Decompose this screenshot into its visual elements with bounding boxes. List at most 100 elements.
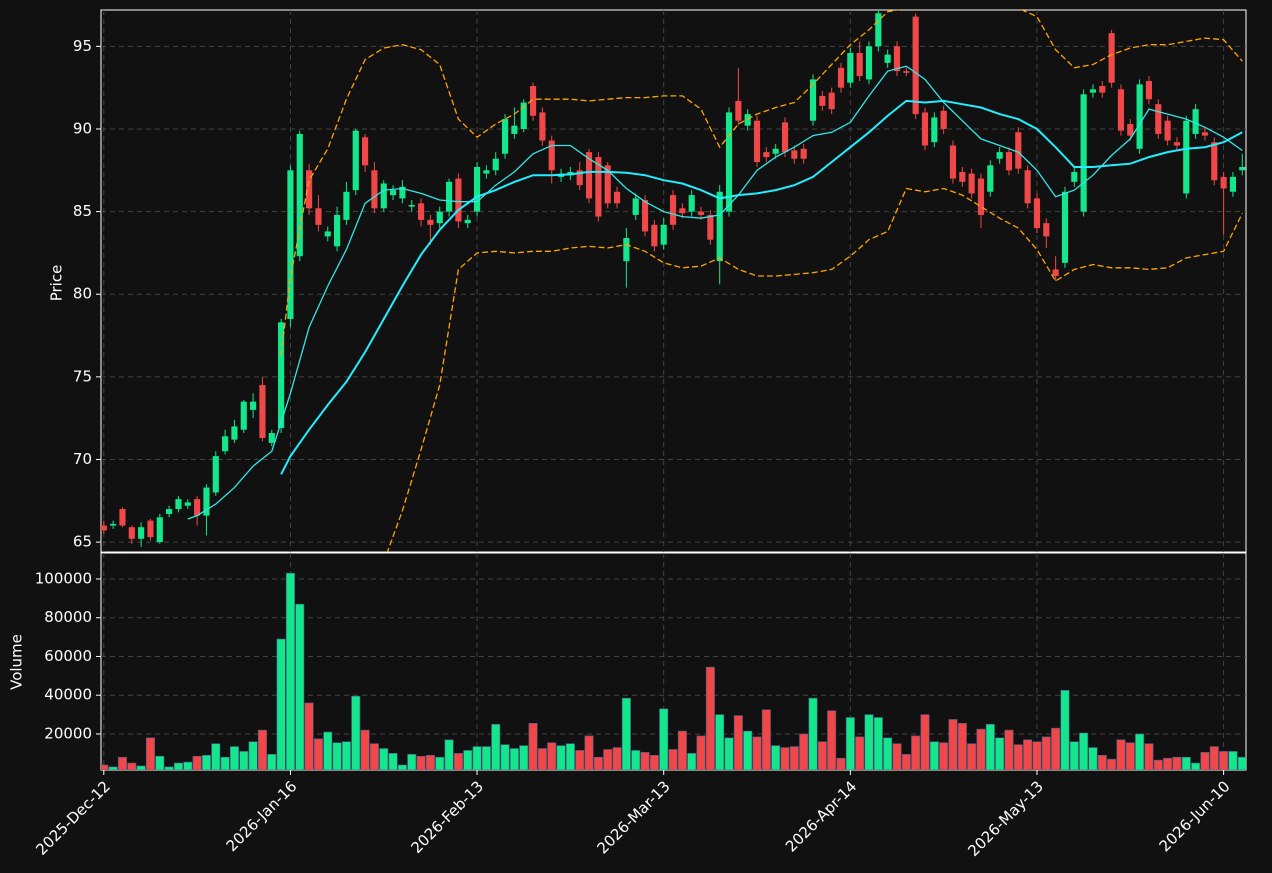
candle-body — [791, 150, 798, 159]
volume-bar — [1097, 754, 1107, 770]
candle-body — [1099, 86, 1106, 93]
volume-bar — [659, 708, 669, 770]
candle-body — [763, 152, 770, 158]
volume-bar — [827, 710, 837, 770]
candle-body — [623, 238, 630, 262]
candle-body — [1229, 176, 1237, 192]
candle-body — [156, 517, 163, 543]
volume-bar — [101, 764, 109, 770]
volume-bar — [705, 666, 715, 770]
candle-body — [390, 190, 397, 196]
candle-body — [1080, 94, 1087, 212]
volume-bar — [1088, 747, 1098, 770]
volume-bar — [556, 745, 566, 770]
candle-body — [399, 186, 406, 199]
volume-bar — [929, 741, 939, 770]
volume-bar — [1125, 742, 1135, 770]
volume-bar — [939, 742, 949, 770]
candle-body — [1043, 223, 1050, 237]
volume-bar — [248, 741, 258, 770]
candle-body — [1117, 89, 1125, 131]
volume-bar — [313, 738, 323, 770]
volume-bar — [883, 737, 893, 770]
volume-bar — [1069, 741, 1079, 770]
volume-bar — [1163, 757, 1173, 770]
candle-body — [250, 401, 257, 410]
candle-body — [175, 499, 182, 510]
volume-bar — [724, 737, 734, 770]
volume-bar — [463, 750, 473, 770]
candle-body — [231, 426, 238, 440]
volume-bar — [528, 723, 538, 770]
candle-body — [613, 191, 621, 204]
candle-body — [1173, 142, 1181, 146]
volume-bar — [1051, 727, 1061, 770]
candle-body — [184, 502, 191, 506]
candle-body — [716, 191, 723, 262]
volume-bar — [687, 753, 697, 770]
candle-body — [688, 195, 695, 212]
candle-body — [884, 54, 891, 63]
volume-bar — [733, 715, 743, 770]
volume-tick-label: 100000 — [35, 569, 92, 587]
volume-bar — [1116, 739, 1126, 770]
volume-bar — [1153, 759, 1163, 770]
candle-body — [306, 170, 313, 209]
candle-body — [604, 165, 611, 204]
volume-bar — [229, 746, 239, 770]
candle-body — [1239, 166, 1246, 171]
volume-bar — [789, 746, 799, 770]
volume-bar — [276, 638, 286, 770]
candle-body — [940, 110, 947, 129]
volume-bar — [155, 755, 165, 770]
volume-bars — [101, 572, 1246, 770]
candle-body — [455, 178, 462, 222]
candle-body — [679, 208, 686, 214]
volume-bar — [211, 743, 221, 770]
volume-bar — [379, 748, 389, 770]
candle-body — [968, 173, 975, 194]
volume-bar — [341, 741, 351, 770]
volume-bar — [799, 733, 809, 770]
candle-body — [819, 95, 826, 106]
candle-body — [1183, 120, 1190, 194]
candle-body — [380, 183, 387, 209]
volume-bar — [173, 762, 183, 770]
candle-body — [977, 178, 985, 215]
candle-body — [128, 527, 135, 539]
volume-bar — [817, 741, 827, 770]
y-axis-label: Price — [48, 265, 66, 302]
volume-bar — [948, 719, 958, 770]
candle-body — [1061, 191, 1069, 263]
candle-body — [334, 214, 341, 247]
volume-bar — [491, 723, 501, 770]
candle-body — [800, 148, 807, 159]
candle-body — [436, 211, 443, 224]
volume-bar — [584, 735, 594, 770]
volume-bar — [715, 714, 725, 770]
overlays — [187, 10, 1243, 552]
candle-body — [138, 527, 145, 539]
candle-body — [893, 46, 901, 72]
volume-bar — [1172, 756, 1182, 770]
volume-bar — [407, 754, 417, 770]
volume-bar — [1209, 746, 1219, 770]
candle-body — [259, 385, 266, 438]
candle-body — [166, 509, 173, 514]
candle-body — [1024, 170, 1031, 204]
volume-bar — [285, 572, 295, 770]
candle-body — [1015, 132, 1022, 169]
overlay-line — [386, 187, 1243, 552]
candle-body — [660, 224, 667, 245]
candle-body — [828, 92, 835, 110]
candle-body — [324, 231, 331, 237]
candle-body — [744, 114, 751, 126]
candle-body — [856, 52, 863, 77]
x-tick-label: 2026-Feb-13 — [407, 777, 487, 857]
volume-bar — [388, 753, 398, 770]
volume-bar — [369, 743, 379, 770]
candle-body — [669, 195, 677, 225]
volume-bar — [1079, 732, 1089, 770]
candle-body — [101, 525, 107, 531]
candle-body — [697, 211, 705, 215]
